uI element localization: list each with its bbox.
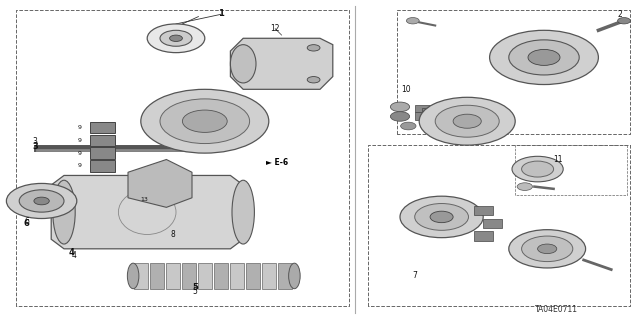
Polygon shape (134, 263, 148, 289)
Text: 9: 9 (78, 151, 82, 156)
Ellipse shape (127, 263, 139, 289)
Circle shape (307, 45, 320, 51)
Circle shape (490, 30, 598, 85)
Text: 1: 1 (218, 9, 224, 18)
Polygon shape (128, 204, 218, 230)
Circle shape (419, 97, 515, 145)
Polygon shape (182, 263, 196, 289)
Circle shape (390, 112, 410, 121)
Polygon shape (198, 263, 212, 289)
Text: 12: 12 (271, 24, 280, 33)
Polygon shape (128, 160, 192, 207)
Ellipse shape (230, 45, 256, 83)
Circle shape (19, 190, 64, 212)
Circle shape (401, 122, 416, 130)
Ellipse shape (232, 180, 254, 244)
Polygon shape (90, 147, 115, 159)
Circle shape (430, 211, 453, 223)
Circle shape (435, 105, 499, 137)
Circle shape (512, 156, 563, 182)
Circle shape (538, 244, 557, 254)
Circle shape (141, 89, 269, 153)
Polygon shape (230, 263, 244, 289)
Circle shape (34, 197, 49, 205)
Circle shape (406, 18, 419, 24)
Text: 9: 9 (78, 125, 82, 130)
Text: 6: 6 (24, 219, 30, 228)
Polygon shape (474, 206, 493, 215)
Circle shape (453, 114, 481, 128)
Text: TA04E0711: TA04E0711 (535, 305, 579, 314)
Ellipse shape (163, 212, 182, 222)
Ellipse shape (289, 263, 300, 289)
Polygon shape (51, 175, 243, 249)
Text: 9: 9 (78, 163, 82, 168)
Circle shape (522, 236, 573, 262)
Text: 11: 11 (554, 155, 563, 164)
Circle shape (517, 183, 532, 190)
Text: 4: 4 (71, 251, 76, 260)
Polygon shape (483, 219, 502, 228)
Circle shape (400, 196, 483, 238)
Circle shape (509, 230, 586, 268)
Circle shape (390, 102, 410, 112)
Polygon shape (415, 105, 430, 112)
Text: 4: 4 (68, 248, 75, 256)
Polygon shape (415, 112, 430, 120)
Circle shape (618, 18, 630, 24)
Polygon shape (90, 135, 115, 146)
Text: 7: 7 (412, 271, 417, 280)
Polygon shape (166, 263, 180, 289)
Text: 5: 5 (192, 283, 198, 292)
Circle shape (182, 110, 227, 132)
Polygon shape (230, 38, 333, 89)
Text: 10: 10 (401, 85, 412, 94)
Polygon shape (214, 263, 228, 289)
Text: 2: 2 (617, 10, 622, 19)
Polygon shape (246, 263, 260, 289)
Circle shape (509, 40, 579, 75)
Polygon shape (90, 160, 115, 172)
Ellipse shape (154, 207, 192, 226)
Polygon shape (262, 263, 276, 289)
Text: 5: 5 (193, 287, 198, 296)
Circle shape (170, 35, 182, 41)
Polygon shape (422, 108, 438, 116)
Circle shape (147, 24, 205, 53)
Ellipse shape (52, 180, 76, 244)
Text: 9: 9 (78, 138, 82, 143)
Circle shape (528, 49, 560, 65)
Circle shape (160, 99, 250, 144)
Circle shape (6, 183, 77, 219)
Circle shape (307, 77, 320, 83)
Text: 6: 6 (24, 217, 29, 226)
Text: 3: 3 (33, 142, 38, 151)
Circle shape (415, 204, 468, 230)
Circle shape (522, 161, 554, 177)
Text: 13: 13 (140, 197, 148, 202)
Text: 3: 3 (33, 137, 38, 146)
Polygon shape (474, 231, 493, 241)
Circle shape (160, 30, 192, 46)
Polygon shape (150, 263, 164, 289)
Text: 8: 8 (170, 230, 175, 239)
Text: ► E-6: ► E-6 (266, 158, 288, 167)
Polygon shape (278, 263, 292, 289)
Polygon shape (90, 122, 115, 133)
